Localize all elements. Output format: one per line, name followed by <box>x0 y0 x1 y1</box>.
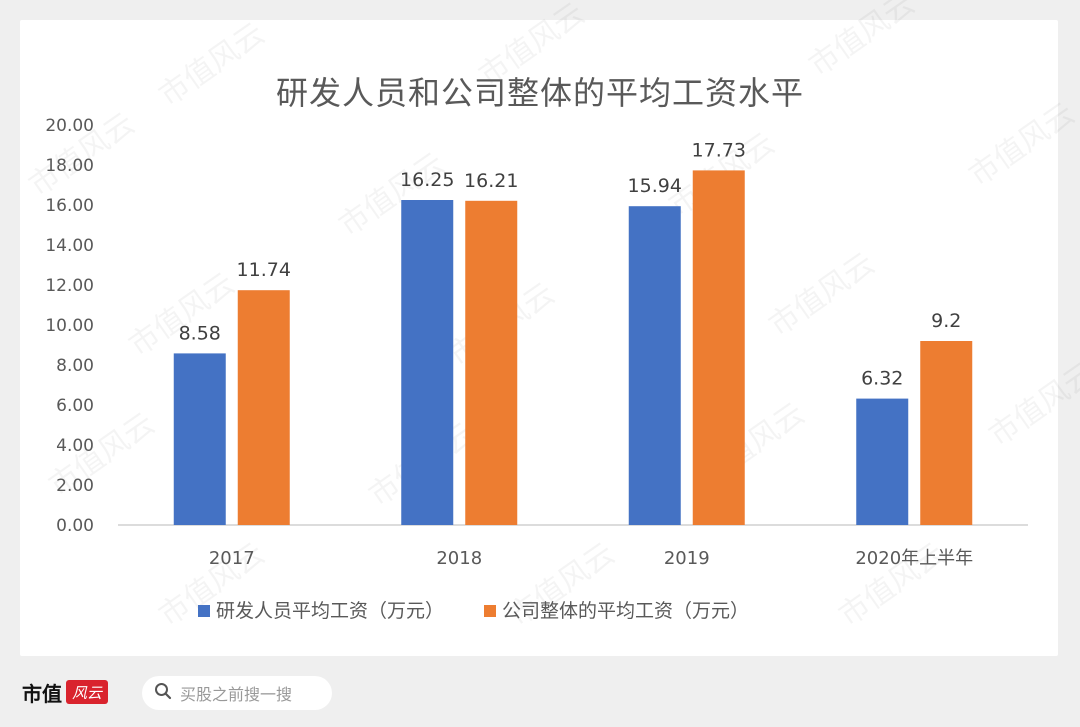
y-tick-label: 18.00 <box>45 156 94 176</box>
y-tick-label: 0.00 <box>56 516 94 536</box>
data-label: 11.74 <box>237 259 291 281</box>
y-tick-label: 12.00 <box>45 276 94 296</box>
x-tick-label: 2017 <box>209 548 255 569</box>
legend-swatch <box>198 605 210 617</box>
x-tick-label: 2020年上半年 <box>855 548 973 569</box>
footer-bar: 市值 风云 买股之前搜一搜 <box>0 656 1080 727</box>
bar <box>628 206 681 525</box>
bar <box>237 290 290 525</box>
x-tick-label: 2019 <box>664 548 710 569</box>
y-tick-label: 20.00 <box>45 116 94 136</box>
data-label: 15.94 <box>628 175 682 197</box>
data-label: 9.2 <box>931 310 961 332</box>
data-label: 8.58 <box>179 322 221 344</box>
brand-logo: 市值 风云 <box>22 678 109 706</box>
legend-label: 研发人员平均工资（万元） <box>216 600 444 622</box>
data-label: 17.73 <box>692 139 746 161</box>
search-icon <box>154 682 172 704</box>
y-tick-label: 4.00 <box>56 436 94 456</box>
search-box[interactable]: 买股之前搜一搜 <box>142 676 332 710</box>
y-tick-label: 2.00 <box>56 476 94 496</box>
y-tick-label: 8.00 <box>56 356 94 376</box>
bar <box>465 200 518 526</box>
bar <box>173 353 226 525</box>
brand-text: 市值 <box>22 681 62 706</box>
bar <box>920 341 973 525</box>
bar <box>856 398 909 525</box>
chart-card <box>20 20 1058 656</box>
data-label: 6.32 <box>861 368 903 390</box>
data-label: 16.25 <box>400 169 454 191</box>
bar <box>401 200 454 525</box>
data-label: 16.21 <box>464 170 518 192</box>
y-tick-label: 10.00 <box>45 316 94 336</box>
legend-label: 公司整体的平均工资（万元） <box>502 600 749 622</box>
search-placeholder: 买股之前搜一搜 <box>180 685 293 704</box>
brand-seal: 风云 <box>66 680 109 704</box>
y-tick-label: 6.00 <box>56 396 94 416</box>
bar <box>692 170 745 525</box>
x-tick-label: 2018 <box>436 548 482 569</box>
bar-chart: 0.00 2.00 4.00 6.00 8.00 10.00 12.00 14.00 16.00… <box>45 116 1028 622</box>
legend-swatch <box>484 605 496 617</box>
y-tick-label: 16.00 <box>45 196 94 216</box>
chart-title: 研发人员和公司整体的平均工资水平 <box>275 74 804 112</box>
y-tick-label: 14.00 <box>45 236 94 256</box>
